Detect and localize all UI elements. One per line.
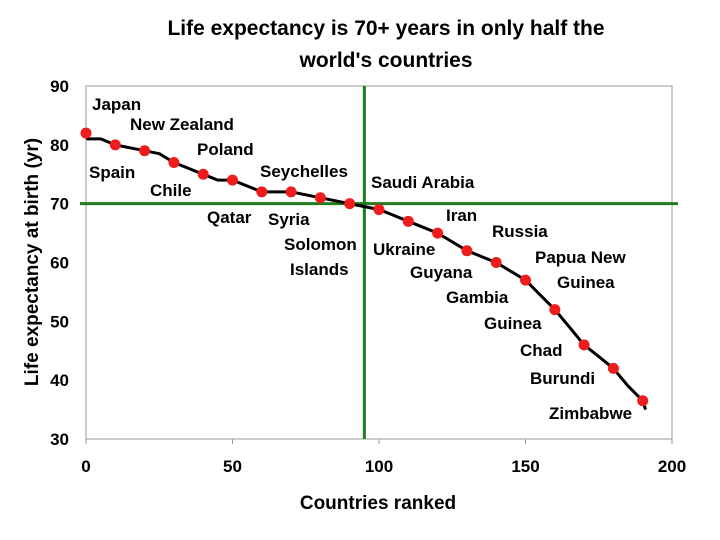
data-markers bbox=[80, 127, 649, 407]
x-tick-label-50: 50 bbox=[223, 457, 242, 476]
data-point-17 bbox=[578, 339, 590, 351]
label-zimbabwe: Zimbabwe bbox=[549, 404, 632, 423]
data-point-2 bbox=[139, 145, 151, 157]
label-japan: Japan bbox=[92, 95, 141, 114]
label-burundi: Burundi bbox=[530, 369, 595, 388]
label-papua-new: Papua New bbox=[535, 248, 626, 267]
x-axis: 0 50 100 150 200 bbox=[81, 439, 686, 476]
chart-title-line-2: world's countries bbox=[298, 49, 472, 72]
y-tick-label-30: 30 bbox=[50, 430, 69, 449]
x-tick-label-200: 200 bbox=[658, 457, 686, 476]
y-axis: 30 40 50 60 70 80 90 bbox=[50, 77, 69, 449]
label-iran: Iran bbox=[446, 206, 477, 225]
data-point-0 bbox=[80, 127, 92, 139]
data-point-11 bbox=[402, 215, 414, 227]
data-point-12 bbox=[432, 227, 444, 239]
series-line-life-expectancy bbox=[84, 132, 648, 411]
data-point-9 bbox=[344, 198, 356, 210]
data-point-4 bbox=[197, 168, 209, 180]
label-islands: Islands bbox=[290, 260, 349, 279]
y-tick-label-80: 80 bbox=[50, 136, 69, 155]
label-russia: Russia bbox=[492, 222, 548, 241]
data-point-7 bbox=[285, 186, 297, 198]
country-annotations: Japan New Zealand Spain Poland Chile Sey… bbox=[89, 95, 632, 423]
label-chile: Chile bbox=[150, 181, 192, 200]
label-chad: Chad bbox=[520, 341, 563, 360]
data-point-18 bbox=[607, 362, 619, 374]
data-point-15 bbox=[520, 274, 531, 286]
label-spain: Spain bbox=[89, 163, 135, 182]
label-solomon: Solomon bbox=[284, 235, 357, 254]
y-tick-label-90: 90 bbox=[50, 77, 69, 96]
label-guyana: Guyana bbox=[410, 263, 473, 282]
label-ukraine: Ukraine bbox=[373, 240, 435, 259]
x-axis-title: Countries ranked bbox=[300, 493, 456, 514]
data-point-5 bbox=[227, 174, 238, 186]
label-guinea: Guinea bbox=[484, 314, 542, 333]
y-tick-label-70: 70 bbox=[50, 195, 69, 214]
x-tick-label-0: 0 bbox=[81, 457, 90, 476]
data-point-19 bbox=[637, 395, 649, 407]
data-point-16 bbox=[549, 304, 561, 316]
label-seychelles: Seychelles bbox=[260, 162, 348, 181]
chart-title-line-1: Life expectancy is 70+ years in only hal… bbox=[167, 17, 604, 40]
label-poland: Poland bbox=[197, 140, 254, 159]
data-point-14 bbox=[490, 257, 502, 268]
y-tick-label-50: 50 bbox=[50, 312, 69, 331]
data-point-3 bbox=[168, 156, 180, 168]
reference-lines bbox=[80, 86, 678, 439]
data-point-6 bbox=[256, 186, 268, 198]
data-point-13 bbox=[461, 245, 473, 257]
label-new-zealand: New Zealand bbox=[130, 115, 234, 134]
x-tick-label-150: 150 bbox=[511, 457, 539, 476]
data-point-10 bbox=[373, 204, 385, 216]
label-guinea-png: Guinea bbox=[557, 273, 615, 292]
x-tick-label-100: 100 bbox=[365, 457, 393, 476]
y-tick-label-40: 40 bbox=[50, 371, 69, 390]
data-point-8 bbox=[314, 192, 326, 204]
y-axis-title: Life expectancy at birth (yr) bbox=[22, 138, 43, 386]
label-qatar: Qatar bbox=[207, 208, 252, 227]
data-point-1 bbox=[109, 139, 121, 151]
label-gambia: Gambia bbox=[446, 288, 509, 307]
label-saudi-arabia: Saudi Arabia bbox=[371, 173, 475, 192]
label-syria: Syria bbox=[268, 210, 310, 229]
y-tick-label-60: 60 bbox=[50, 254, 69, 273]
